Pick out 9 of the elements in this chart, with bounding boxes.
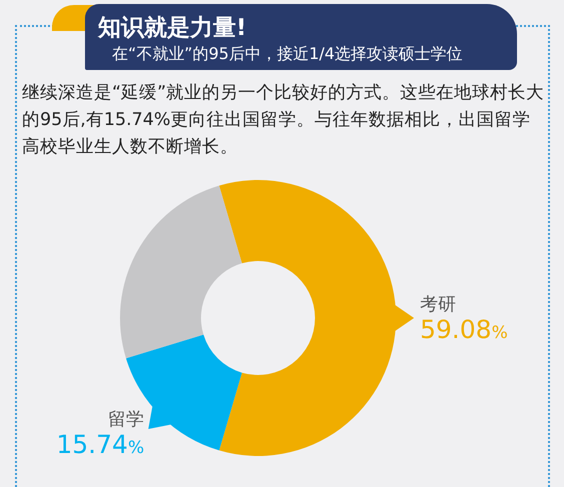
legend-label: 留学 [108,409,144,430]
donut-slice [120,186,242,358]
donut-slice [219,180,396,456]
chart-subtitle: 在“不就业”的95后中，接近1/4选择攻读硕士学位 [112,43,463,65]
data-label: 59.08% [420,314,508,344]
text: 继续深造是“延缓”就业的另一个比较好的方式。这些在地球村长大的95后,有15.74%更向往出国留学。与往年数据相比，出国留学高校毕业生人数不断增长。 [22,82,546,159]
slice-label: 考研 [420,294,456,315]
data-label: 15.74% [56,430,144,460]
chart-title: 知识就是力量! [98,14,246,43]
